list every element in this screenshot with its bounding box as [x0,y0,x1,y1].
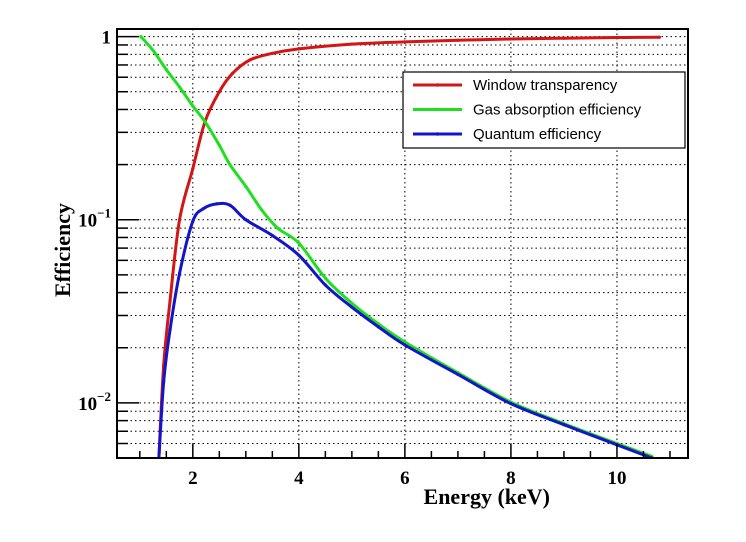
data-point [376,325,380,329]
data-point [562,36,566,40]
data-point [403,40,407,44]
x-tick-label: 2 [188,468,198,489]
data-point [230,71,235,75]
data-point [203,120,207,124]
x-axis-title: Energy (keV) [424,484,550,509]
series-layer [139,34,661,458]
y-tick-label: 1 [102,28,112,49]
legend-marker [435,132,440,136]
plot-frame [116,28,689,459]
legend: Window transparency Gas absorption effici… [402,71,686,149]
data-point [297,47,301,51]
y-tick-base: 10 [78,394,97,415]
data-point [657,35,661,39]
data-point [177,271,182,275]
y-tick-exponent: −1 [97,206,111,221]
axis-ticks [117,35,671,459]
data-point [403,343,407,347]
legend-label: Quantum efficiency [473,126,602,143]
data-point [244,184,248,189]
legend-marker [435,107,440,112]
data-point [215,202,219,206]
data-point [168,328,172,332]
x-tick-labels: 2 4 6 8 10 [188,468,626,489]
data-point [323,283,327,287]
series-2 [157,201,654,458]
data-point [276,226,280,230]
y-tick-labels: 10−210−11 [78,28,111,415]
data-point [350,305,354,309]
x-tick-label: 4 [294,468,304,489]
legend-label: Window transparency [473,77,618,94]
data-point [297,253,301,257]
data-point [201,207,206,211]
data-point [297,241,301,245]
data-point [217,143,221,147]
y-tick-label: 10−2 [78,389,111,415]
series-line [157,201,653,458]
data-point [350,301,354,305]
legend-marker [435,83,440,87]
data-point [191,167,195,171]
x-tick-label: 10 [607,468,626,489]
series-0 [157,35,661,458]
data-point [191,104,195,108]
y-tick-label: 10−1 [78,206,111,232]
data-point [350,42,354,46]
data-point [177,218,182,222]
data-point [562,423,566,427]
data-point [270,233,274,238]
legend-entry: Window transparency [413,77,618,94]
data-point [151,48,155,53]
data-point [191,219,195,223]
legend-label: Gas absorption efficiency [473,102,642,119]
y-tick-base: 10 [78,211,97,232]
data-point [615,35,619,40]
data-point [168,299,172,303]
data-point [164,68,168,72]
data-point [456,38,460,42]
legend-entry: Gas absorption efficiency [413,102,642,119]
data-point [456,372,460,377]
data-point [509,37,513,41]
data-point [248,58,252,62]
x-tick-label: 8 [506,468,516,489]
y-tick-base: 1 [102,28,112,49]
data-point [323,276,327,280]
data-point [244,218,248,222]
y-axis-title: Efficiency [50,203,75,297]
data-point [228,162,232,167]
data-point [217,90,221,94]
data-point [270,51,274,55]
x-tick-label: 6 [400,468,410,489]
data-point [177,85,182,89]
data-point [260,208,264,212]
data-point [162,380,166,384]
y-tick-exponent: −2 [97,389,111,404]
data-point [509,402,513,406]
data-point [228,203,232,207]
legend-entry: Quantum efficiency [413,126,602,143]
data-point [139,34,143,39]
